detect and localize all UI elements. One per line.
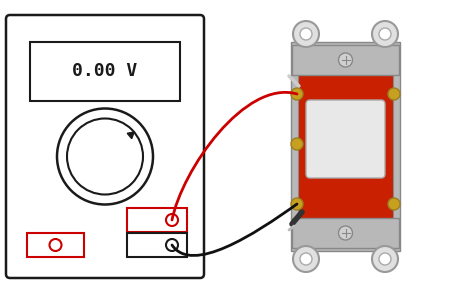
Circle shape bbox=[293, 21, 319, 47]
Circle shape bbox=[339, 53, 353, 67]
Circle shape bbox=[291, 138, 303, 150]
Circle shape bbox=[166, 239, 178, 251]
Circle shape bbox=[379, 253, 391, 265]
FancyBboxPatch shape bbox=[291, 42, 400, 251]
Polygon shape bbox=[127, 132, 134, 139]
Circle shape bbox=[339, 226, 353, 240]
FancyBboxPatch shape bbox=[298, 72, 393, 226]
Circle shape bbox=[372, 21, 398, 47]
Circle shape bbox=[300, 253, 312, 265]
FancyBboxPatch shape bbox=[127, 208, 187, 232]
FancyBboxPatch shape bbox=[30, 42, 180, 101]
Circle shape bbox=[50, 239, 61, 251]
FancyBboxPatch shape bbox=[27, 233, 84, 257]
Circle shape bbox=[67, 118, 143, 194]
FancyBboxPatch shape bbox=[292, 45, 399, 75]
FancyBboxPatch shape bbox=[6, 15, 204, 278]
Circle shape bbox=[388, 198, 400, 210]
FancyBboxPatch shape bbox=[306, 100, 385, 178]
Circle shape bbox=[379, 28, 391, 40]
FancyBboxPatch shape bbox=[292, 218, 399, 248]
Circle shape bbox=[293, 246, 319, 272]
Circle shape bbox=[291, 198, 303, 210]
Circle shape bbox=[291, 88, 303, 100]
Circle shape bbox=[372, 246, 398, 272]
Circle shape bbox=[57, 108, 153, 205]
Circle shape bbox=[388, 88, 400, 100]
FancyBboxPatch shape bbox=[127, 233, 187, 257]
Circle shape bbox=[166, 214, 178, 226]
Text: 0.00 V: 0.00 V bbox=[72, 62, 138, 81]
Circle shape bbox=[300, 28, 312, 40]
